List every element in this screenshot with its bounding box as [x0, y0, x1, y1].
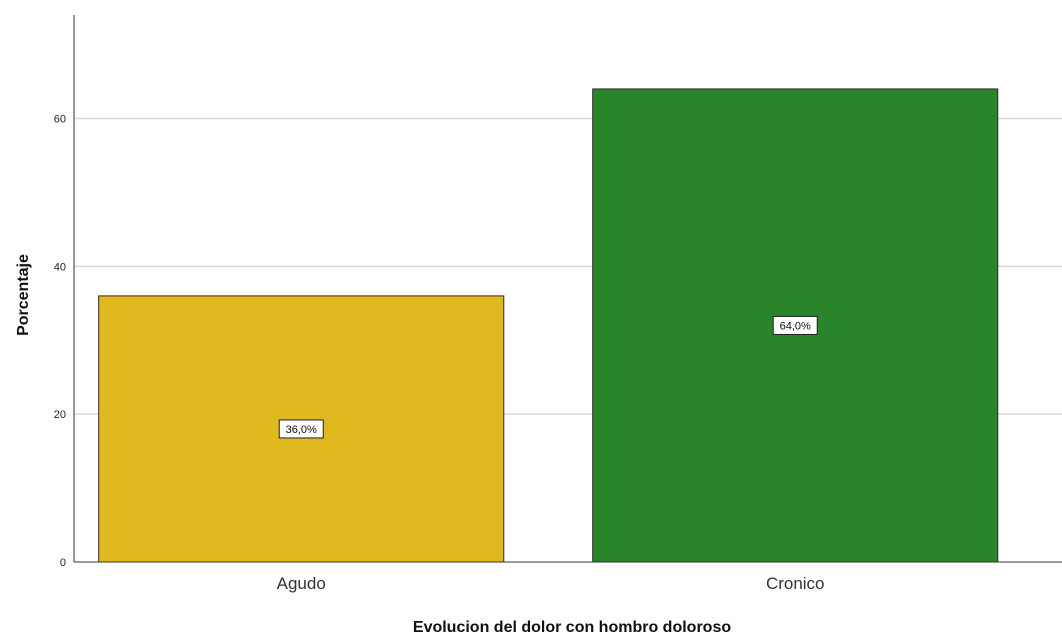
data-label-agudo: 36,0%	[286, 424, 317, 436]
data-label-cronico: 64,0%	[780, 320, 811, 332]
y-tick-labels: 0 20 40 60	[54, 113, 66, 569]
axes	[73, 15, 1062, 563]
x-tick-label-cronico: Cronico	[766, 574, 825, 593]
data-labels: 36,0% 64,0%	[278, 315, 818, 439]
y-tick-label: 60	[54, 113, 66, 125]
y-tick-label: 20	[54, 409, 66, 421]
data-label-box-agudo	[278, 419, 324, 439]
y-tick-label: 0	[60, 557, 66, 569]
y-axis-title: Porcentaje	[15, 254, 32, 336]
x-tick-label-agudo: Agudo	[277, 574, 326, 593]
y-tick-label: 40	[54, 261, 66, 273]
x-tick-labels: Agudo Cronico	[277, 574, 825, 593]
x-axis-title: Evolucion del dolor con hombro doloroso	[413, 619, 731, 635]
data-label-box-cronico	[772, 315, 818, 335]
bars	[98, 88, 999, 563]
